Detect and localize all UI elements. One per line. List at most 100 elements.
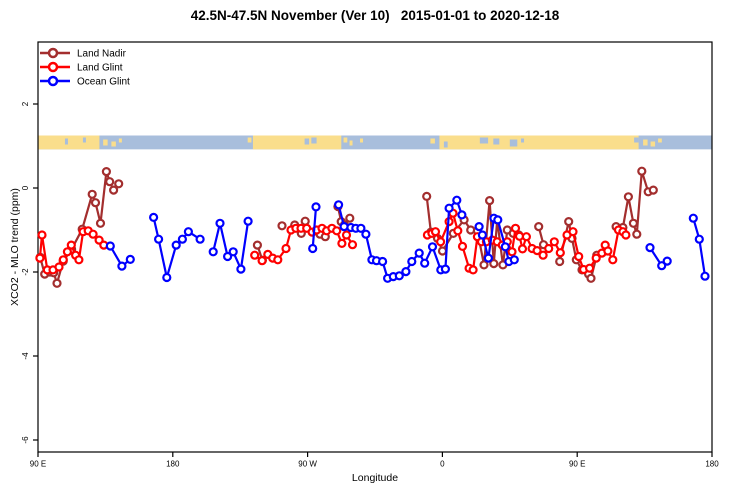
legend: Land Nadir Land Glint Ocean Glint — [40, 47, 130, 88]
data-point — [521, 232, 532, 242]
data-point — [394, 271, 404, 281]
data-point — [277, 221, 287, 231]
map-strip-speckle — [82, 137, 86, 143]
legend-label: Land Glint — [77, 63, 123, 74]
data-point — [236, 264, 246, 274]
data-point — [154, 234, 164, 244]
map-strip-speckle — [349, 140, 353, 146]
map-strip-land — [252, 135, 342, 150]
data-point — [662, 256, 672, 266]
map-strip — [38, 135, 712, 150]
data-point — [457, 241, 468, 251]
data-point — [485, 196, 495, 206]
data-point — [378, 256, 388, 267]
data-point — [105, 241, 115, 251]
data-point — [483, 253, 493, 263]
data-point — [37, 230, 47, 240]
map-strip-speckle — [311, 137, 317, 144]
data-point — [632, 229, 642, 239]
data-point — [493, 215, 503, 225]
data-point — [574, 251, 584, 262]
data-point — [347, 240, 358, 250]
data-point — [162, 272, 172, 283]
data-point — [534, 222, 544, 232]
data-point — [243, 216, 253, 226]
map-strip-speckle — [658, 138, 662, 143]
data-point — [452, 195, 462, 205]
data-point — [66, 240, 76, 250]
data-point — [474, 222, 484, 232]
data-point — [420, 258, 430, 268]
data-point — [591, 253, 601, 263]
map-strip-speckle — [64, 138, 68, 145]
data-point — [407, 256, 417, 267]
data-point — [700, 271, 710, 281]
y-tick-label: -4 — [21, 352, 30, 360]
data-point — [555, 256, 565, 267]
data-point — [117, 261, 127, 271]
map-strip-speckle — [111, 141, 116, 147]
data-point — [52, 278, 62, 288]
data-point — [308, 243, 318, 254]
x-axis-title: Longitude — [351, 472, 399, 484]
data-point — [125, 254, 135, 264]
map-strip-speckle — [479, 137, 489, 144]
y-axis-title: XCO2 - MLO trend (ppm) — [9, 188, 21, 306]
map-strip-speckle — [521, 138, 525, 143]
map-strip-speckle — [643, 139, 648, 146]
data-point — [623, 192, 634, 202]
legend-label: Ocean Glint — [77, 77, 130, 88]
data-point — [645, 243, 655, 253]
data-point — [507, 247, 517, 257]
data-point — [171, 240, 181, 250]
data-point — [500, 242, 510, 252]
y-tick-label: 0 — [21, 185, 30, 190]
data-point — [648, 185, 658, 195]
data-point — [401, 267, 411, 277]
data-point — [87, 189, 97, 199]
data-point — [300, 216, 310, 226]
plot-frame — [37, 41, 713, 453]
data-point — [345, 213, 355, 223]
data-point — [105, 177, 115, 187]
data-point — [223, 251, 233, 262]
data-point — [430, 227, 441, 237]
data-point — [621, 230, 631, 240]
legend-marker — [47, 61, 59, 73]
legend-item: Ocean Glint — [40, 75, 130, 88]
data-point — [489, 259, 499, 269]
legend-marker — [47, 75, 59, 87]
map-strip-speckle — [430, 138, 435, 144]
data-point — [341, 230, 352, 240]
data-point — [468, 265, 478, 275]
map-strip-speckle — [493, 138, 500, 145]
data-point — [252, 240, 262, 250]
data-point — [183, 227, 193, 237]
data-point — [356, 223, 366, 233]
series-ocean-glint — [105, 195, 710, 283]
y-tick-label: -2 — [21, 268, 30, 276]
data-point — [88, 229, 98, 239]
data-point — [538, 250, 548, 260]
data-point — [477, 230, 487, 240]
series-line — [212, 220, 250, 271]
data-point — [637, 166, 647, 176]
legend-marker — [47, 47, 59, 59]
y-tick-label: 2 — [21, 101, 30, 106]
data-point — [453, 226, 463, 236]
data-point — [54, 262, 64, 272]
data-point — [228, 247, 238, 257]
data-point — [436, 237, 446, 247]
data-point — [74, 255, 84, 265]
data-point — [608, 255, 618, 265]
map-strip-speckle — [118, 138, 122, 143]
data-point — [549, 237, 559, 247]
x-tick-label: 90 E — [569, 460, 585, 469]
map-strip-speckle — [443, 141, 448, 148]
data-point — [555, 248, 565, 258]
x-tick-label: 0 — [440, 460, 445, 469]
data-point — [694, 234, 704, 244]
data-point — [337, 238, 347, 248]
data-point — [427, 242, 438, 252]
